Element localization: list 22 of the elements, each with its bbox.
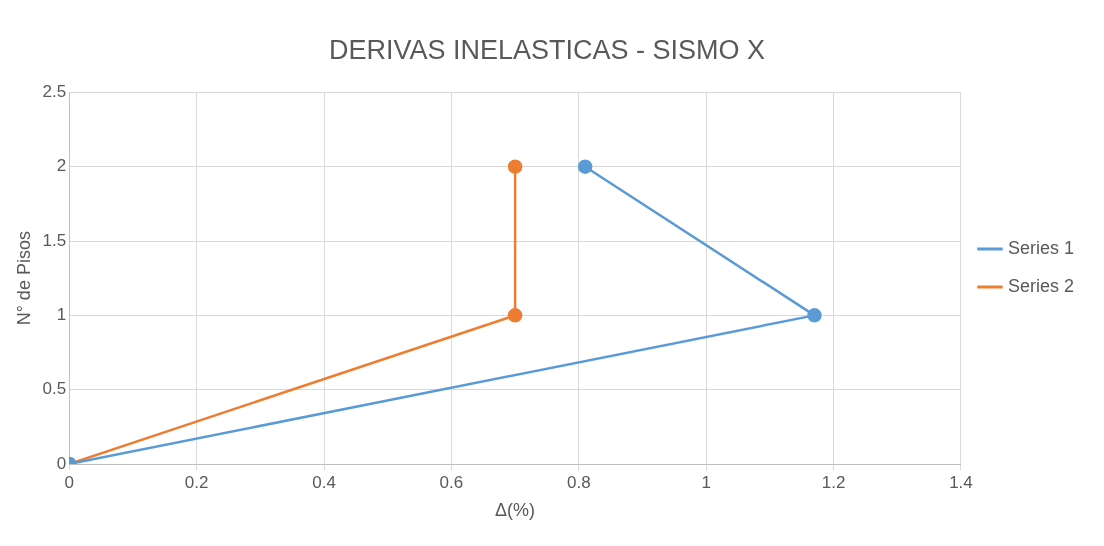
legend-label: Series 2 (1007, 275, 1075, 296)
y-tick-label: 0 (56, 453, 67, 473)
legend-label: Series 1 (1007, 237, 1075, 258)
x-tick-label: 0.8 (566, 472, 591, 492)
x-tick-label: 1 (701, 472, 711, 492)
point (507, 308, 523, 323)
x-tick-label: 0.6 (439, 472, 464, 492)
point (507, 159, 523, 174)
x-tick-label: 1.2 (821, 472, 846, 492)
y-tick-label: 2 (56, 156, 67, 176)
y-axis-title: N° de Pisos (13, 231, 34, 326)
point (577, 159, 593, 174)
y-tick-label: 1 (56, 305, 67, 325)
x-tick-label: 0.4 (312, 472, 336, 492)
y-tick-label: 1.5 (42, 230, 67, 250)
chart-title: DERIVAS INELASTICAS - SISMO X (328, 34, 766, 65)
y-tick-label: 0.5 (42, 379, 67, 399)
point (807, 308, 822, 323)
x-axis-title: Δ(%) (495, 500, 536, 521)
x-tick-label: 1.4 (949, 472, 973, 492)
x-tick-label: 0.2 (184, 472, 209, 492)
y-tick-label: 2.5 (42, 82, 67, 102)
